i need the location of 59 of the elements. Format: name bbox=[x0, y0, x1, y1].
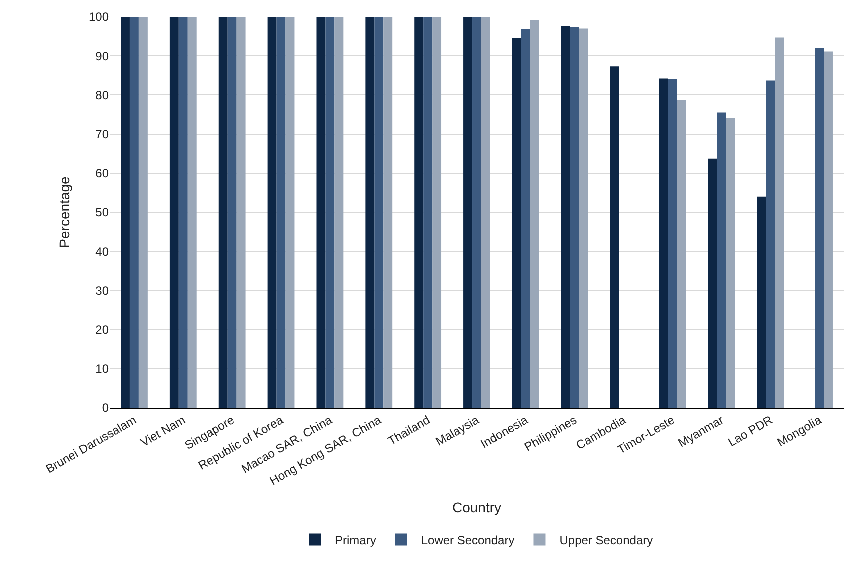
y-tick-label: 100 bbox=[88, 10, 110, 24]
bar bbox=[276, 17, 286, 408]
bar bbox=[188, 17, 197, 408]
bar bbox=[521, 29, 530, 408]
legend-label: Primary bbox=[335, 533, 376, 548]
bar bbox=[178, 17, 188, 408]
bar bbox=[218, 17, 228, 408]
y-tick-label: 20 bbox=[96, 323, 110, 337]
bar bbox=[316, 17, 326, 408]
bar bbox=[579, 28, 588, 408]
bar bbox=[121, 17, 130, 408]
bar bbox=[815, 48, 824, 408]
y-tick-label: 40 bbox=[96, 244, 110, 259]
bar bbox=[530, 20, 540, 408]
bar bbox=[570, 28, 580, 408]
y-tick-label: 70 bbox=[96, 128, 110, 142]
legend-label: Upper Secondary bbox=[560, 533, 654, 548]
bar bbox=[374, 17, 384, 408]
y-tick-label: 50 bbox=[96, 206, 110, 220]
y-tick-label: 10 bbox=[96, 362, 110, 376]
bar bbox=[228, 17, 237, 408]
legend-label: Lower Secondary bbox=[421, 533, 515, 548]
bar bbox=[170, 17, 179, 408]
bar bbox=[366, 17, 375, 408]
x-axis-title: Country bbox=[452, 500, 502, 516]
bar bbox=[286, 17, 295, 408]
bar bbox=[668, 80, 678, 408]
bar bbox=[512, 38, 522, 408]
bar bbox=[610, 66, 620, 408]
bar bbox=[775, 38, 784, 408]
y-axis-title: Percentage bbox=[56, 176, 73, 248]
bar bbox=[766, 80, 776, 408]
bar bbox=[334, 17, 344, 408]
y-tick-label: 0 bbox=[102, 401, 110, 416]
x-tick-label: Lao PDR bbox=[726, 412, 776, 450]
y-tick-label: 60 bbox=[96, 166, 110, 181]
bar bbox=[130, 17, 139, 408]
bar bbox=[726, 118, 736, 408]
y-tick-label: 90 bbox=[96, 49, 110, 64]
bar bbox=[757, 196, 766, 408]
bar bbox=[424, 17, 433, 408]
bar bbox=[236, 17, 246, 408]
bar bbox=[268, 17, 277, 408]
bar bbox=[717, 112, 726, 408]
bar bbox=[659, 78, 668, 408]
bar bbox=[481, 17, 490, 408]
bar bbox=[326, 17, 335, 408]
y-tick-label: 30 bbox=[96, 284, 110, 298]
bar bbox=[824, 52, 833, 408]
bar bbox=[414, 17, 424, 408]
bar bbox=[561, 26, 570, 408]
bar bbox=[677, 100, 686, 408]
bar bbox=[138, 17, 148, 408]
y-tick-label: 80 bbox=[96, 88, 110, 102]
bar bbox=[708, 158, 718, 408]
bar bbox=[384, 17, 393, 408]
bar bbox=[464, 17, 473, 408]
bar bbox=[472, 17, 482, 408]
bar bbox=[432, 17, 442, 408]
